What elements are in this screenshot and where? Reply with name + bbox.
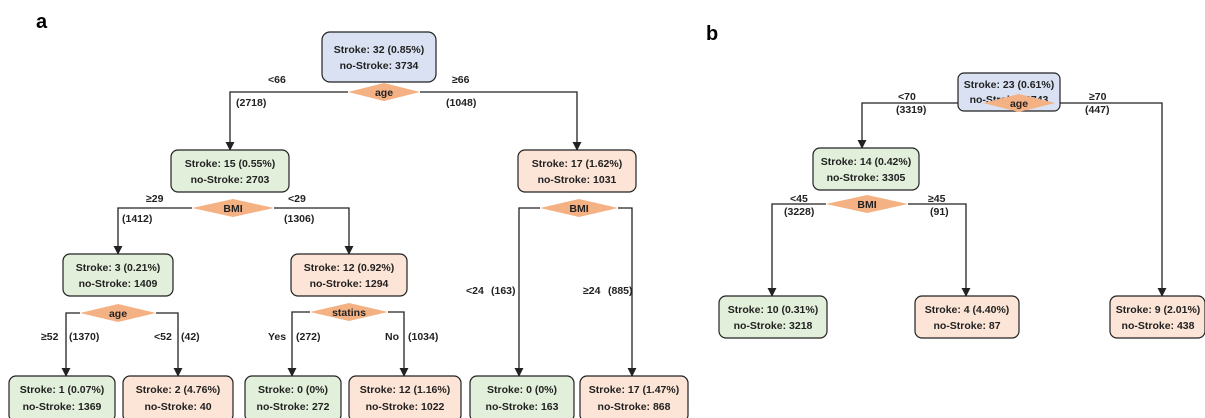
tree-b-edges xyxy=(767,102,1167,297)
node-stroke-line: Stroke: 14 (0.42%) xyxy=(821,156,911,168)
tree-a-leaf-6: Stroke: 17 (1.47%) no-Stroke: 868 xyxy=(579,375,689,418)
node-nostroke-line: no-Stroke: 40 xyxy=(144,401,211,413)
tree-a-leaf-5: Stroke: 0 (0%) no-Stroke: 163 xyxy=(469,375,575,418)
decision-label: age xyxy=(109,308,127,320)
decision-label: BMI xyxy=(223,203,242,215)
decision-label: BMI xyxy=(569,203,588,215)
node-stroke-line: Stroke: 10 (0.31%) xyxy=(728,304,818,316)
tree-a-root-node: Stroke: 32 (0.85%) no-Stroke: 3734 xyxy=(321,31,437,83)
node-nostroke-line: no-Stroke: 1409 xyxy=(79,278,158,290)
edge-cond-left: <24 xyxy=(466,285,484,297)
node-nostroke-line: no-Stroke: 1031 xyxy=(538,174,617,186)
node-nostroke-line: no-Stroke: 3305 xyxy=(827,172,906,184)
edge-count-right: (885) xyxy=(608,285,633,297)
edge-cond-right: No xyxy=(385,331,399,343)
tree-a-split-statins: statins Yes (272) No (1034) xyxy=(268,303,438,343)
node-stroke-line: Stroke: 23 (0.61%) xyxy=(964,79,1054,91)
tree-a-node-left: Stroke: 15 (0.55%) no-Stroke: 2703 xyxy=(170,149,290,193)
edge-count-left: (272) xyxy=(296,331,321,343)
edge-count-left: (3228) xyxy=(784,206,814,218)
edge-count-right: (91) xyxy=(930,206,949,218)
edge-cond-right: ≥45 xyxy=(928,193,946,205)
node-nostroke-line: no-Stroke: 87 xyxy=(933,320,1000,332)
tree-a-split-bmi-left: BMI ≥29 (1412) <29 (1306) xyxy=(122,193,314,225)
panel-label-a: a xyxy=(36,11,48,33)
node-nostroke-line: no-Stroke: 1369 xyxy=(23,401,102,413)
edge-cond-right: <52 xyxy=(154,331,172,343)
tree-b-leaf-3: Stroke: 9 (2.01%) no-Stroke: 438 xyxy=(1109,295,1205,339)
tree-a-split-bmi-right: BMI <24 (163) ≥24 (885) xyxy=(466,199,633,297)
node-nostroke-line: no-Stroke: 272 xyxy=(257,401,330,413)
node-nostroke-line: no-Stroke: 1022 xyxy=(366,401,445,413)
edge-count-right: (1048) xyxy=(446,97,476,109)
tree-b-leaf-1: Stroke: 10 (0.31%) no-Stroke: 3218 xyxy=(718,295,828,339)
node-stroke-line: Stroke: 32 (0.85%) xyxy=(334,44,424,56)
tree-b-split-bmi: BMI <45 (3228) ≥45 (91) xyxy=(784,193,949,218)
node-stroke-line: Stroke: 12 (0.92%) xyxy=(304,262,394,274)
decision-label: age xyxy=(375,87,393,99)
node-stroke-line: Stroke: 1 (0.07%) xyxy=(20,384,105,396)
tree-a-leaf-1: Stroke: 1 (0.07%) no-Stroke: 1369 xyxy=(8,375,116,418)
node-nostroke-line: no-Stroke: 868 xyxy=(598,401,671,413)
tree-b-node-left: Stroke: 14 (0.42%) no-Stroke: 3305 xyxy=(812,147,920,191)
node-stroke-line: Stroke: 17 (1.62%) xyxy=(532,158,622,170)
tree-b-leaf-2: Stroke: 4 (4.40%) no-Stroke: 87 xyxy=(914,295,1020,339)
node-nostroke-line: no-Stroke: 163 xyxy=(486,401,559,413)
node-nostroke-line: no-Stroke: 3734 xyxy=(340,60,419,72)
edge-cond-left: ≥52 xyxy=(41,331,59,343)
node-nostroke-line: no-Stroke: 1294 xyxy=(310,278,389,290)
edge-cond-left: <70 xyxy=(898,91,916,103)
node-stroke-line: Stroke: 12 (1.16%) xyxy=(360,384,450,396)
node-stroke-line: Stroke: 15 (0.55%) xyxy=(185,158,275,170)
tree-a-edges xyxy=(61,91,637,377)
edge-cond-right: ≥66 xyxy=(452,74,470,86)
tree-a-node-right: Stroke: 17 (1.62%) no-Stroke: 1031 xyxy=(517,149,637,193)
panel-label-b: b xyxy=(706,23,718,45)
node-stroke-line: Stroke: 4 (4.40%) xyxy=(925,304,1010,316)
node-stroke-line: Stroke: 3 (0.21%) xyxy=(76,262,161,274)
node-stroke-line: Stroke: 9 (2.01%) xyxy=(1116,304,1201,316)
decision-label: statins xyxy=(332,307,366,319)
edge-cond-left: <66 xyxy=(268,74,286,86)
edge-cond-right: ≥24 xyxy=(583,285,601,297)
edge-count-right: (1034) xyxy=(408,331,438,343)
tree-a-split-age: age <66 (2718) ≥66 (1048) xyxy=(236,74,476,109)
edge-count-right: (447) xyxy=(1085,104,1110,116)
edge-cond-left: Yes xyxy=(268,331,286,343)
edge-cond-left: ≥29 xyxy=(146,193,164,205)
node-nostroke-line: no-Stroke: 438 xyxy=(1122,320,1195,332)
edge-cond-left: <45 xyxy=(790,193,808,205)
edge-count-left: (2718) xyxy=(236,97,266,109)
edge-count-left: (1370) xyxy=(69,331,99,343)
tree-b-split-age: age <70 (3319) ≥70 (447) xyxy=(896,91,1110,116)
decision-label: age xyxy=(1010,98,1028,110)
node-stroke-line: Stroke: 0 (0%) xyxy=(258,384,328,396)
node-nostroke-line: no-Stroke: 2703 xyxy=(191,174,270,186)
tree-a-leaf-3: Stroke: 0 (0%) no-Stroke: 272 xyxy=(244,375,342,418)
edge-count-left: (3319) xyxy=(896,104,926,116)
edge-cond-right: ≥70 xyxy=(1089,91,1107,103)
edge-count-right: (1306) xyxy=(284,213,314,225)
tree-a-leaf-2: Stroke: 2 (4.76%) no-Stroke: 40 xyxy=(122,375,234,418)
node-nostroke-line: no-Stroke: 3218 xyxy=(734,320,813,332)
tree-a-split-age-second: age ≥52 (1370) <52 (42) xyxy=(41,304,200,343)
edge-count-left: (1412) xyxy=(122,213,152,225)
tree-a-node-left-right: Stroke: 12 (0.92%) no-Stroke: 1294 xyxy=(290,253,408,297)
edge-cond-right: <29 xyxy=(288,193,306,205)
tree-a-leaf-4: Stroke: 12 (1.16%) no-Stroke: 1022 xyxy=(348,375,462,418)
edge-count-left: (163) xyxy=(491,285,516,297)
tree-a-node-left-left: Stroke: 3 (0.21%) no-Stroke: 1409 xyxy=(62,253,174,297)
node-stroke-line: Stroke: 2 (4.76%) xyxy=(136,384,221,396)
node-stroke-line: Stroke: 0 (0%) xyxy=(487,384,557,396)
edge-count-right: (42) xyxy=(181,331,200,343)
node-stroke-line: Stroke: 17 (1.47%) xyxy=(589,384,679,396)
decision-label: BMI xyxy=(857,199,876,211)
